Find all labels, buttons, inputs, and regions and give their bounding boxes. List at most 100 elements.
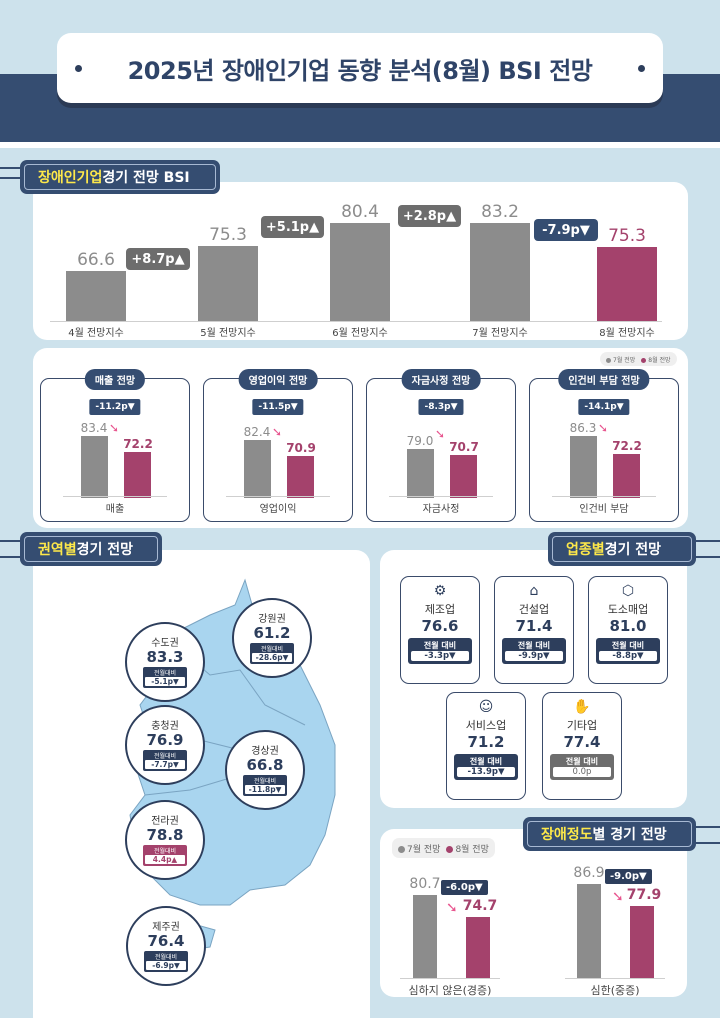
curved-arrow-icon: ➘ — [612, 889, 624, 905]
bar-value: 75.3 — [608, 226, 646, 246]
industry-card-service: ☺ 서비스업 71.2 전월 대비 -13.9p▼ — [446, 692, 526, 800]
smiley-icon: ☺ — [478, 699, 494, 715]
bar-jul-severe — [577, 884, 601, 978]
bar-jul — [244, 440, 271, 498]
delta-badge: -9.0p▼ — [605, 869, 652, 884]
industry-card-construction: ⌂ 건설업 71.4 전월 대비 -9.9p▼ — [494, 576, 574, 684]
delta-badge: -7.9p▼ — [534, 219, 598, 241]
bar-value: 66.6 — [77, 250, 115, 270]
x-label: 심하지 않은(경증) — [408, 984, 492, 997]
bar-aug — [450, 455, 477, 498]
value-jul: 86.3 — [569, 421, 597, 435]
metric-card-labor: 인건비 부담 전망 -14.1p▼ 86.3 72.2 ➘ 인건비 부담 — [529, 369, 679, 522]
value-jul: 80.7 — [409, 876, 441, 892]
value-aug: 70.7 — [449, 440, 479, 454]
x-label: 4월 전망지수 — [68, 328, 124, 339]
box-clock-icon: ⬡ — [621, 583, 635, 599]
x-label: 5월 전망지수 — [200, 328, 256, 339]
bar-jul — [570, 436, 597, 498]
metric-label: 영업이익 — [259, 504, 297, 515]
metric-card-sales: 매출 전망 -11.2p▼ 83.4 72.2 ➘ 매출 — [40, 369, 190, 522]
metric-label: 자금사정 — [422, 504, 460, 515]
bar-jul — [81, 436, 108, 498]
bullet-icon — [638, 65, 645, 72]
section-highlight: 업종별 — [566, 542, 605, 558]
x-label: 심한(중증) — [590, 984, 640, 997]
house-icon: ⌂ — [529, 583, 539, 599]
section-tag-severity: 장애정도 별 경기 전망 — [523, 817, 696, 851]
x-label: 6월 전망지수 — [332, 328, 388, 339]
tag-connector — [696, 540, 720, 542]
industry-card-wholesale: ⬡ 도소매업 81.0 전월 대비 -8.8p▼ — [588, 576, 668, 684]
delta-badge: +5.1p▲ — [261, 216, 324, 238]
section-tag-region: 권역별 경기 전망 — [20, 532, 162, 566]
bar-jul — [470, 223, 530, 321]
region-gyeongsang: 경상권 66.8 전월대비 -11.8p▼ — [225, 730, 305, 810]
curved-arrow-icon: ➘ — [435, 427, 446, 441]
section-tag-industry: 업종별 경기 전망 — [548, 532, 696, 566]
legend-jul: 7월 전망 — [606, 355, 635, 364]
metric-card-profit: 영업이익 전망 -11.5p▼ 82.4 70.9 ➘ 영업이익 — [203, 369, 353, 522]
metric-title: 영업이익 전망 — [238, 369, 318, 390]
section-title: 경기 전망 BSI — [102, 170, 190, 186]
baseline — [389, 496, 493, 497]
delta-badge: +2.8p▲ — [398, 205, 461, 227]
value-jul: 82.4 — [243, 425, 271, 439]
tag-connector — [0, 177, 22, 179]
tag-connector — [0, 540, 22, 542]
title-card: 2025년 장애인기업 동향 분석(8월) BSI 전망 — [57, 33, 663, 103]
section-title: 경기 전망 — [604, 542, 662, 558]
x-label: 8월 전망지수 — [599, 328, 655, 339]
legend: 7월 전망 8월 전망 — [392, 838, 495, 858]
bar-may — [198, 246, 258, 321]
tag-connector — [696, 842, 720, 844]
bar-aug — [597, 247, 657, 321]
bullet-icon — [75, 65, 82, 72]
metric-title: 인건비 부담 전망 — [558, 369, 650, 390]
curved-arrow-icon: ➘ — [446, 900, 458, 916]
section-highlight: 권역별 — [38, 542, 77, 558]
value-jul: 83.4 — [80, 421, 108, 435]
bar-jul — [407, 449, 434, 498]
bar-aug — [287, 456, 314, 498]
section-title: 별 경기 전망 — [592, 827, 667, 843]
value-aug: 70.9 — [286, 441, 316, 455]
section-highlight: 장애정도 — [541, 827, 593, 843]
bar-value: 75.3 — [209, 225, 247, 245]
bar-aug — [613, 454, 640, 498]
x-label: 7월 전망지수 — [472, 328, 528, 339]
value-aug: 77.9 — [626, 887, 662, 903]
tag-connector — [0, 167, 22, 169]
bar-apr — [66, 271, 126, 321]
legend-aug: 8월 전망 — [641, 355, 671, 364]
region-chungcheong: 충청권 76.9 전월대비 -7.7p▼ — [125, 705, 205, 785]
bar-aug-severe — [630, 906, 654, 978]
page-title: 2025년 장애인기업 동향 분석(8월) BSI 전망 — [127, 56, 593, 85]
metric-title: 매출 전망 — [84, 369, 146, 390]
delta-badge: +8.7p▲ — [126, 248, 190, 270]
value-jul: 86.9 — [573, 865, 605, 881]
gear-icon: ⚙ — [433, 583, 447, 599]
baseline — [552, 496, 656, 497]
bar-aug-mild — [466, 917, 490, 978]
metric-delta: -8.3p▼ — [418, 399, 464, 415]
bar-value: 83.2 — [481, 202, 519, 222]
section-highlight: 장애인기업 — [38, 170, 103, 186]
curved-arrow-icon: ➘ — [109, 421, 120, 435]
value-jul: 79.0 — [406, 434, 434, 448]
industry-card-manufacturing: ⚙ 제조업 76.6 전월 대비 -3.3p▼ — [400, 576, 480, 684]
metric-label: 인건비 부담 — [579, 504, 629, 515]
legend: 7월 전망 8월 전망 — [600, 352, 677, 366]
baseline — [63, 496, 167, 497]
metric-title: 자금사정 전망 — [401, 369, 481, 390]
section-tag-overall: 장애인기업 경기 전망 BSI — [20, 160, 220, 194]
bar-value: 80.4 — [341, 202, 379, 222]
region-jeju: 제주권 76.4 전월대비 -6.9p▼ — [126, 906, 206, 986]
curved-arrow-icon: ➘ — [598, 421, 609, 435]
region-jeolla: 전라권 78.8 전월대비 4.4p▲ — [125, 800, 205, 880]
baseline — [226, 496, 330, 497]
region-gangwon: 강원권 61.2 전월대비 -28.6p▼ — [232, 598, 312, 678]
bar-aug — [124, 452, 151, 498]
tag-connector — [696, 556, 720, 558]
metric-card-funds: 자금사정 전망 -8.3p▼ 79.0 70.7 ➘ 자금사정 — [366, 369, 516, 522]
